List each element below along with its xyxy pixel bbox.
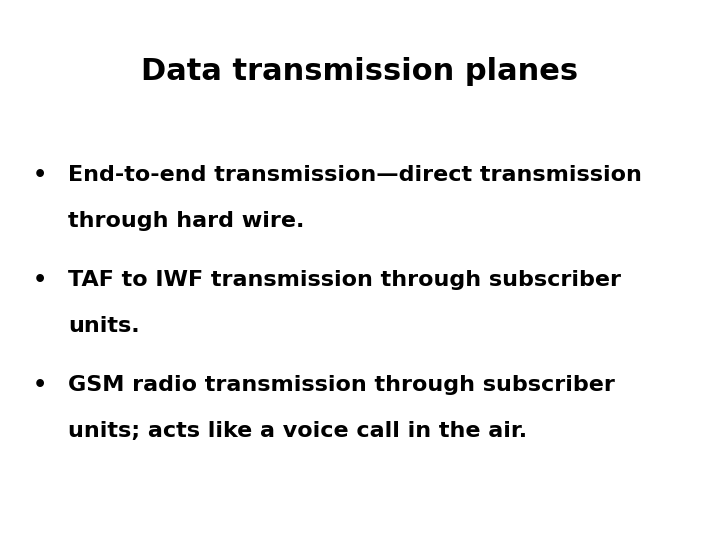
- Text: units; acts like a voice call in the air.: units; acts like a voice call in the air…: [68, 421, 528, 441]
- Text: through hard wire.: through hard wire.: [68, 211, 305, 231]
- Text: units.: units.: [68, 316, 140, 336]
- Text: •: •: [32, 270, 47, 290]
- Text: •: •: [32, 375, 47, 395]
- Text: TAF to IWF transmission through subscriber: TAF to IWF transmission through subscrib…: [68, 270, 621, 290]
- Text: GSM radio transmission through subscriber: GSM radio transmission through subscribe…: [68, 375, 616, 395]
- Text: •: •: [32, 165, 47, 185]
- Text: Data transmission planes: Data transmission planes: [141, 57, 579, 86]
- Text: End-to-end transmission—direct transmission: End-to-end transmission—direct transmiss…: [68, 165, 642, 185]
